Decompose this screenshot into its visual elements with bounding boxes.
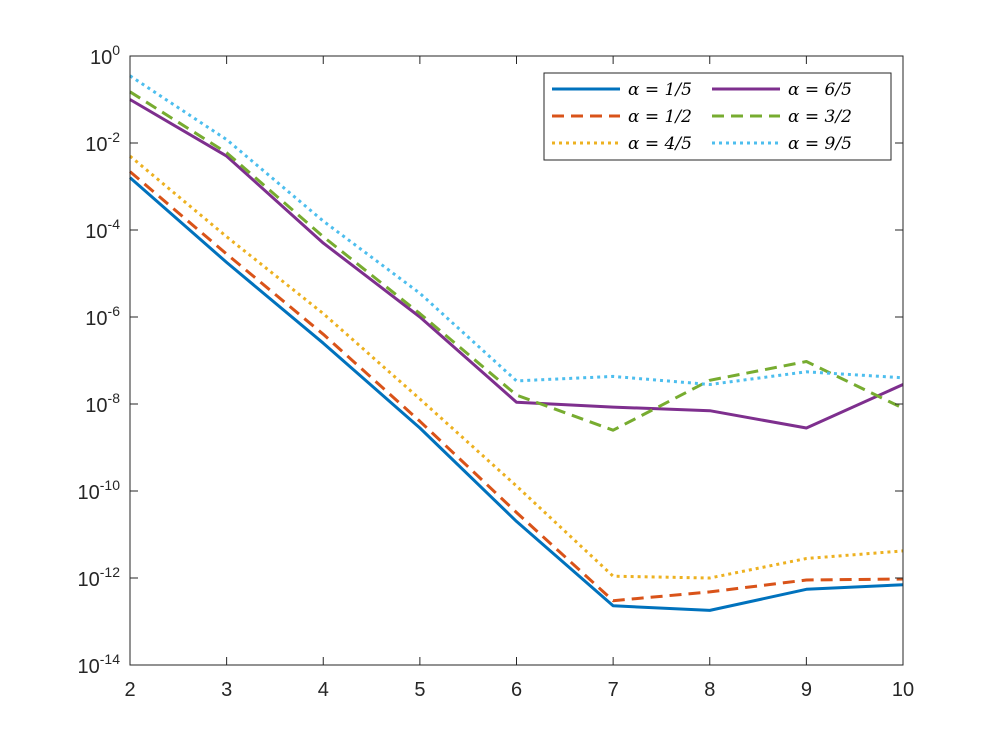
x-tick-label: 4 bbox=[318, 679, 329, 701]
x-tick-label: 5 bbox=[414, 679, 425, 701]
y-tick-label: 10-4 bbox=[85, 216, 120, 243]
legend-label-5: α = 3/2 bbox=[788, 107, 852, 127]
x-tick-label: 9 bbox=[801, 679, 812, 701]
series-line-5 bbox=[129, 90, 904, 432]
x-tick-label: 7 bbox=[608, 679, 619, 701]
legend-label-4: α = 6/5 bbox=[788, 80, 852, 100]
series-line-1 bbox=[129, 176, 904, 612]
x-tick-label: 8 bbox=[704, 679, 715, 701]
y-tick-label: 10-10 bbox=[78, 477, 121, 504]
x-tick-label: 10 bbox=[892, 679, 914, 701]
x-tick-label: 6 bbox=[511, 679, 522, 701]
series-line-6 bbox=[129, 74, 904, 386]
x-tick-label: 2 bbox=[124, 679, 135, 701]
legend: α = 1/5 α = 1/2 α = 4/5 α = 6/5 α = 3/2 α = 9… bbox=[543, 72, 892, 161]
y-tick-label: 100 bbox=[90, 42, 120, 69]
series-line-2 bbox=[129, 170, 904, 603]
legend-label-3: α = 4/5 bbox=[628, 134, 692, 154]
legend-label-6: α = 9/5 bbox=[788, 134, 852, 154]
y-tick-label: 10-14 bbox=[78, 651, 121, 678]
y-tick-label: 10-6 bbox=[85, 303, 120, 330]
legend-label-1: α = 1/5 bbox=[628, 80, 692, 100]
x-tick-label: 3 bbox=[221, 679, 232, 701]
axes-layer: 2 3 4 5 6 7 8 9 10 100 10-2 10-4 10-6 10-8 10-10 10-12 1… bbox=[78, 42, 915, 701]
y-tick-label: 10-8 bbox=[85, 390, 120, 417]
y-tick-label: 10-2 bbox=[85, 129, 120, 156]
series-line-4 bbox=[129, 98, 904, 430]
y-tick-label: 10-12 bbox=[78, 564, 121, 591]
legend-label-2: α = 1/2 bbox=[628, 107, 692, 127]
series-layer bbox=[129, 74, 904, 612]
